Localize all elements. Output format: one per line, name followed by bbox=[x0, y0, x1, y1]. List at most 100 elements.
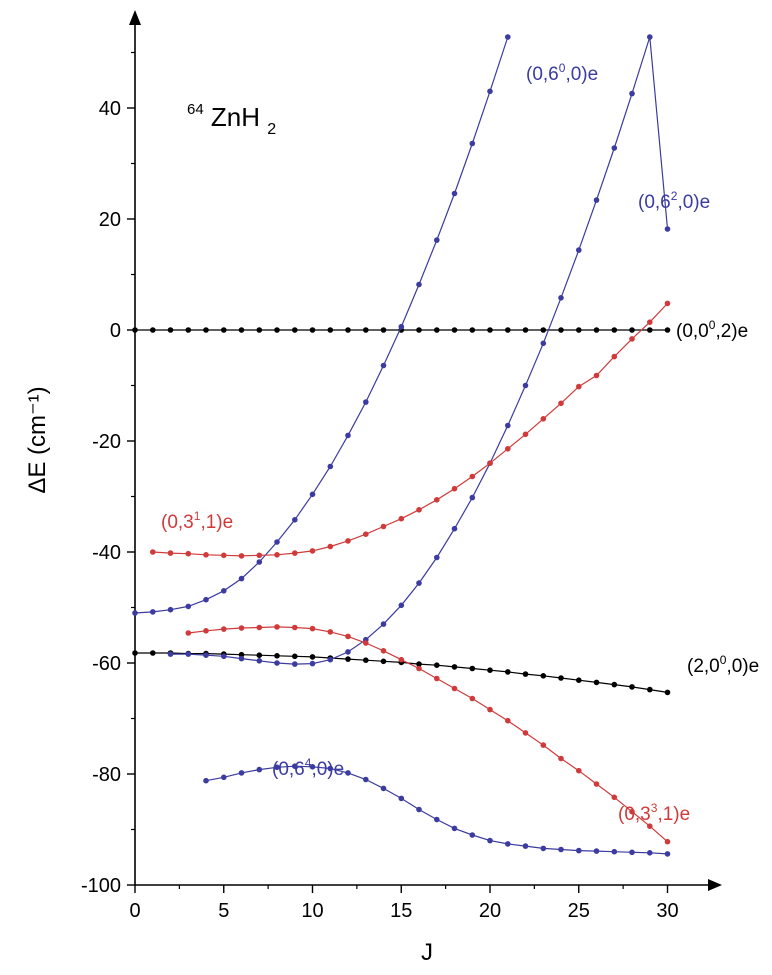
data-point bbox=[185, 603, 192, 610]
data-point bbox=[292, 763, 298, 769]
data-point bbox=[380, 658, 387, 665]
data-point bbox=[256, 652, 263, 658]
data-point bbox=[398, 515, 405, 522]
series-labels: (0,00,2)e (2,00,0)e (0,60,0)e (0,62,0)e (0,6… bbox=[161, 61, 759, 825]
data-point bbox=[327, 656, 334, 663]
data-point bbox=[274, 660, 280, 666]
data-point bbox=[132, 327, 138, 333]
data-point bbox=[629, 90, 635, 97]
data-point bbox=[647, 850, 653, 856]
data-point bbox=[576, 767, 582, 774]
data-point bbox=[398, 323, 405, 330]
data-point bbox=[345, 432, 351, 439]
data-point bbox=[664, 300, 671, 307]
data-point bbox=[203, 652, 209, 658]
data-point bbox=[327, 629, 334, 635]
series-label: (0,33,1)e bbox=[618, 801, 690, 825]
data-point bbox=[505, 327, 511, 333]
data-point bbox=[238, 655, 245, 662]
series-line bbox=[134, 36, 509, 614]
data-point bbox=[185, 630, 192, 636]
data-point bbox=[416, 580, 422, 586]
data-point bbox=[150, 650, 156, 656]
data-point bbox=[132, 650, 138, 656]
data-point bbox=[576, 327, 582, 333]
data-point bbox=[309, 654, 316, 660]
data-point bbox=[256, 559, 263, 565]
data-point bbox=[150, 609, 156, 615]
data-point bbox=[434, 816, 440, 823]
data-point bbox=[647, 327, 653, 333]
data-point bbox=[505, 841, 511, 847]
data-point bbox=[256, 624, 263, 631]
data-point bbox=[469, 473, 476, 480]
series-7 bbox=[185, 624, 671, 845]
data-point bbox=[416, 661, 422, 667]
data-point bbox=[363, 399, 369, 405]
data-point bbox=[469, 832, 476, 838]
data-point bbox=[380, 785, 387, 792]
data-point bbox=[611, 794, 618, 801]
data-point bbox=[469, 665, 476, 672]
x-tick-label: 30 bbox=[656, 900, 678, 922]
data-point bbox=[327, 543, 334, 550]
data-point bbox=[434, 662, 440, 668]
data-point bbox=[505, 422, 511, 429]
x-tick-label: 15 bbox=[390, 900, 412, 922]
data-point bbox=[540, 416, 547, 422]
data-point bbox=[221, 327, 227, 333]
data-point bbox=[416, 665, 422, 672]
data-point bbox=[611, 848, 618, 855]
data-point bbox=[363, 776, 369, 783]
axes bbox=[129, 10, 722, 891]
data-point bbox=[416, 806, 422, 813]
data-point bbox=[203, 552, 209, 558]
data-point bbox=[664, 226, 671, 232]
data-point bbox=[416, 507, 422, 513]
data-point bbox=[345, 538, 351, 544]
data-point bbox=[256, 658, 263, 664]
y-tick-label: -40 bbox=[92, 542, 121, 564]
data-point bbox=[593, 197, 600, 203]
data-point bbox=[203, 628, 209, 634]
x-tick-label: 5 bbox=[218, 900, 229, 922]
data-point bbox=[629, 684, 635, 690]
series-1 bbox=[132, 327, 671, 333]
data-point bbox=[363, 531, 369, 537]
data-point bbox=[434, 327, 440, 333]
data-point bbox=[327, 463, 334, 470]
data-point bbox=[664, 838, 671, 845]
data-point bbox=[238, 625, 245, 631]
data-point bbox=[522, 730, 529, 736]
data-point bbox=[203, 777, 209, 784]
data-point bbox=[434, 554, 440, 561]
data-point bbox=[664, 689, 671, 696]
data-point bbox=[203, 596, 209, 603]
data-point bbox=[451, 685, 458, 692]
data-point bbox=[558, 295, 564, 301]
data-point bbox=[398, 602, 405, 609]
series-label: (0,31,1)e bbox=[161, 509, 233, 533]
data-point bbox=[487, 837, 493, 844]
data-point bbox=[593, 848, 600, 854]
series-line bbox=[188, 626, 668, 843]
series-5 bbox=[203, 763, 671, 857]
data-point bbox=[238, 327, 245, 333]
data-point bbox=[576, 677, 582, 683]
data-point bbox=[629, 336, 635, 342]
data-point bbox=[309, 625, 316, 632]
data-point bbox=[522, 843, 529, 849]
data-point bbox=[221, 774, 227, 781]
series-label: (2,00,0)e bbox=[687, 653, 759, 677]
data-point bbox=[505, 34, 511, 40]
data-point bbox=[469, 494, 476, 501]
data-point bbox=[487, 327, 493, 333]
data-point bbox=[398, 795, 405, 802]
title-formula: ZnH bbox=[211, 102, 260, 132]
x-tick-label: 0 bbox=[129, 900, 140, 922]
data-point bbox=[505, 446, 511, 452]
data-point bbox=[558, 755, 564, 762]
data-point bbox=[505, 669, 511, 675]
data-point bbox=[558, 327, 564, 333]
data-point bbox=[274, 653, 280, 659]
